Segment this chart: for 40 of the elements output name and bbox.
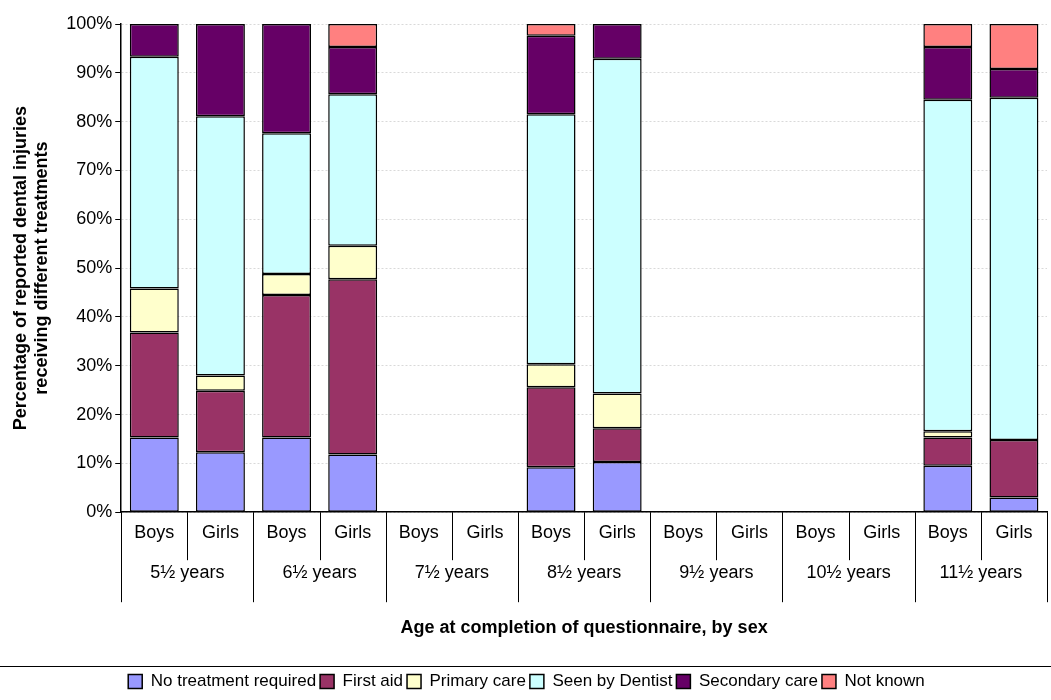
x-tick-label: Girls xyxy=(863,521,901,542)
x-tick-label: Girls xyxy=(598,521,636,542)
text: 10½ years xyxy=(806,561,891,582)
y-tick-label: 80% xyxy=(76,110,113,131)
x-tick-label: Girls xyxy=(995,521,1033,542)
y-tick-label: 0% xyxy=(86,501,113,522)
y-tick-label: 70% xyxy=(76,159,113,180)
text: 7½ years xyxy=(414,561,489,582)
legend-label: Seen by Dentist xyxy=(552,671,673,691)
x-axis-title: Age at completion of questionnaire, by sex xyxy=(400,617,768,638)
x-tick-label: Girls xyxy=(730,521,768,542)
x-tick-label: Boys xyxy=(531,521,572,542)
x-tick-label: Girls xyxy=(334,521,372,542)
text: 5½ years xyxy=(150,561,225,582)
y-tick-label: 30% xyxy=(76,354,113,375)
legend-label: Not known xyxy=(844,671,925,691)
y-tick-label: 90% xyxy=(76,61,113,82)
y-tick-label: 40% xyxy=(76,305,113,326)
x-tick-label: Boys xyxy=(134,521,175,542)
x-tick-label: Boys xyxy=(398,521,439,542)
legend-label: First aid xyxy=(342,671,404,691)
x-tick-label: Boys xyxy=(266,521,307,542)
y-tick-label: 20% xyxy=(76,403,113,424)
legend-label: Secondary care xyxy=(698,671,818,691)
x-tick-label: Boys xyxy=(663,521,704,542)
y-tick-label: 10% xyxy=(76,452,113,473)
x-tick-label: Boys xyxy=(795,521,836,542)
y-tick-label: 60% xyxy=(76,208,113,229)
x-tick-label: Boys xyxy=(927,521,968,542)
legend-label: No treatment required xyxy=(150,671,317,691)
y-tick-label: 50% xyxy=(76,257,113,278)
text: 8½ years xyxy=(547,561,622,582)
text: 11½ years xyxy=(939,561,1023,582)
x-tick-label: Girls xyxy=(201,521,239,542)
legend-label: Primary care xyxy=(429,671,526,691)
y-axis-title: Percentage of reported dental injuries receiving different treatments xyxy=(9,106,52,431)
y-tick-label: 100% xyxy=(66,12,113,33)
text: 9½ years xyxy=(679,561,754,582)
x-tick-label: Girls xyxy=(466,521,504,542)
text: 6½ years xyxy=(282,561,357,582)
